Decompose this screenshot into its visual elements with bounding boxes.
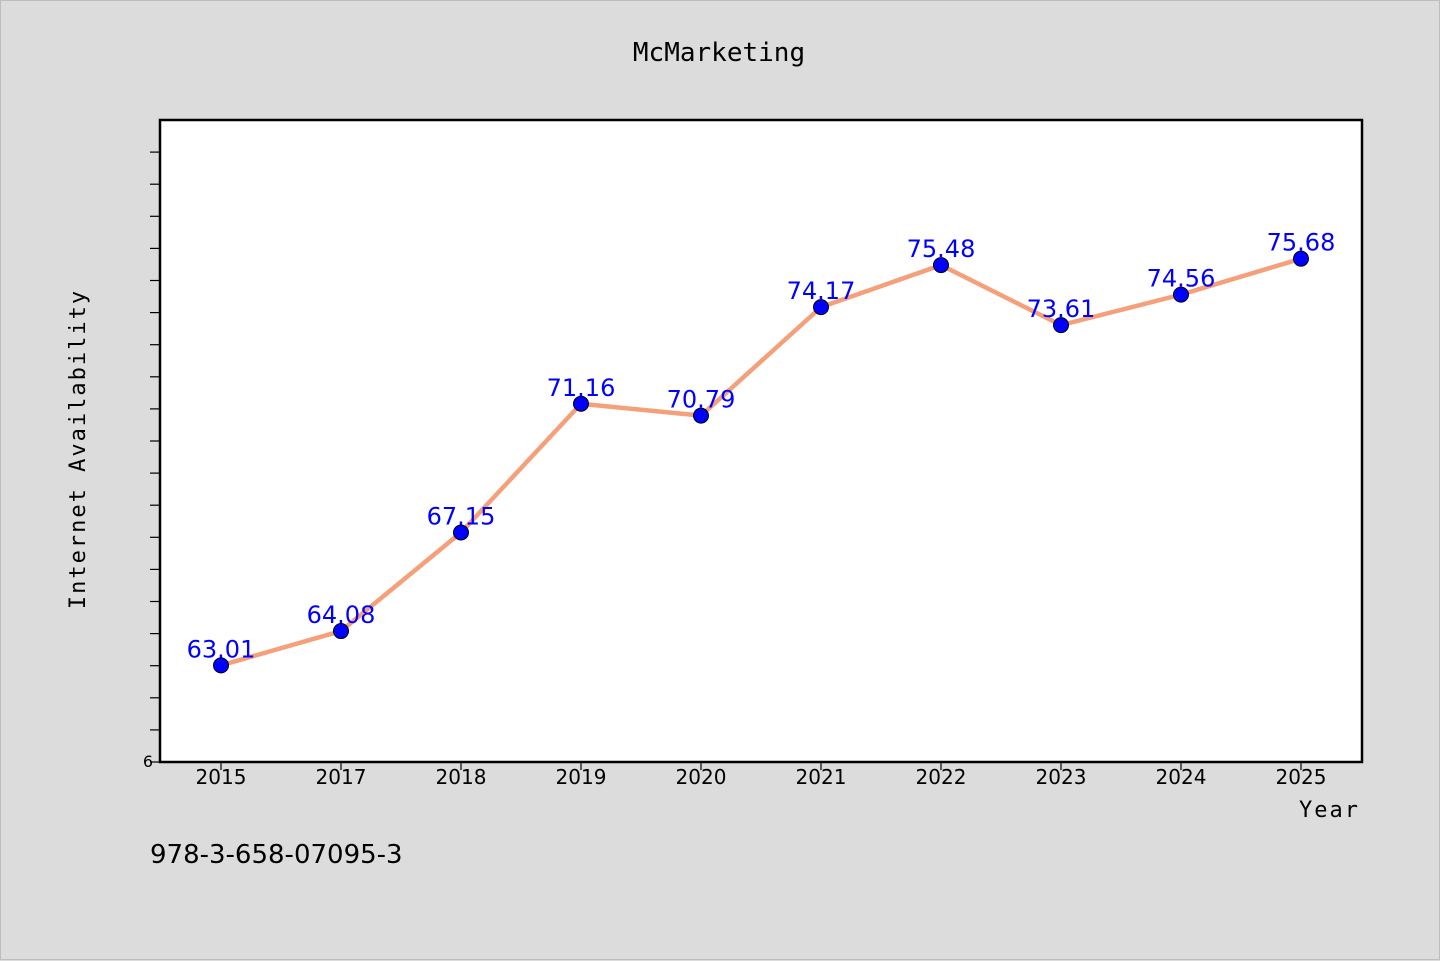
data-label: 73.61 [1027, 295, 1096, 323]
data-point [213, 657, 229, 674]
data-point [453, 524, 469, 541]
data-markers [213, 250, 1309, 674]
data-point [333, 623, 349, 640]
data-label: 74.56 [1147, 265, 1216, 293]
x-tick-label: 2022 [916, 765, 967, 789]
data-point [693, 407, 709, 424]
data-labels: 63.01 64.08 67.15 71.16 70.79 74.17 75.48 73.61… [187, 229, 1336, 664]
data-point [933, 257, 949, 274]
x-tick-label: 2023 [1036, 765, 1087, 789]
data-point [573, 395, 589, 412]
x-tick-label: 2019 [556, 765, 607, 789]
y-axis-label: Internet Availability [66, 289, 91, 609]
data-label: 71.16 [547, 374, 616, 402]
data-point [1053, 317, 1069, 334]
x-tick-label: 2015 [196, 765, 247, 789]
x-axis-ticks: 2015 2017 2018 2019 2020 2021 2022 2023 2024 2025 [196, 762, 1327, 789]
data-label: 70.79 [667, 386, 736, 414]
data-label: 63.01 [187, 635, 256, 663]
x-tick-label: 2025 [1276, 765, 1327, 789]
data-label: 67.15 [427, 502, 496, 530]
chart-title: McMarketing [633, 38, 805, 68]
data-label: 64.08 [307, 601, 376, 629]
isbn-footer: 978-3-658-07095-3 [150, 840, 403, 870]
y-axis-ticks [150, 151, 160, 763]
series-line [220, 256, 1302, 668]
data-label: 75.48 [907, 235, 976, 263]
data-point [813, 299, 829, 316]
x-tick-label: 2021 [796, 765, 847, 789]
x-tick-label: 2017 [316, 765, 367, 789]
y-tick-label: 6 [143, 752, 153, 771]
x-tick-label: 2018 [436, 765, 487, 789]
data-label: 75.68 [1267, 229, 1336, 257]
data-point [1293, 250, 1309, 267]
x-tick-label: 2024 [1156, 765, 1207, 789]
data-point [1173, 286, 1189, 303]
x-axis-label: Year [1299, 798, 1360, 823]
plot-area [158, 118, 1364, 764]
data-label: 74.17 [787, 277, 856, 305]
x-tick-label: 2020 [676, 765, 727, 789]
